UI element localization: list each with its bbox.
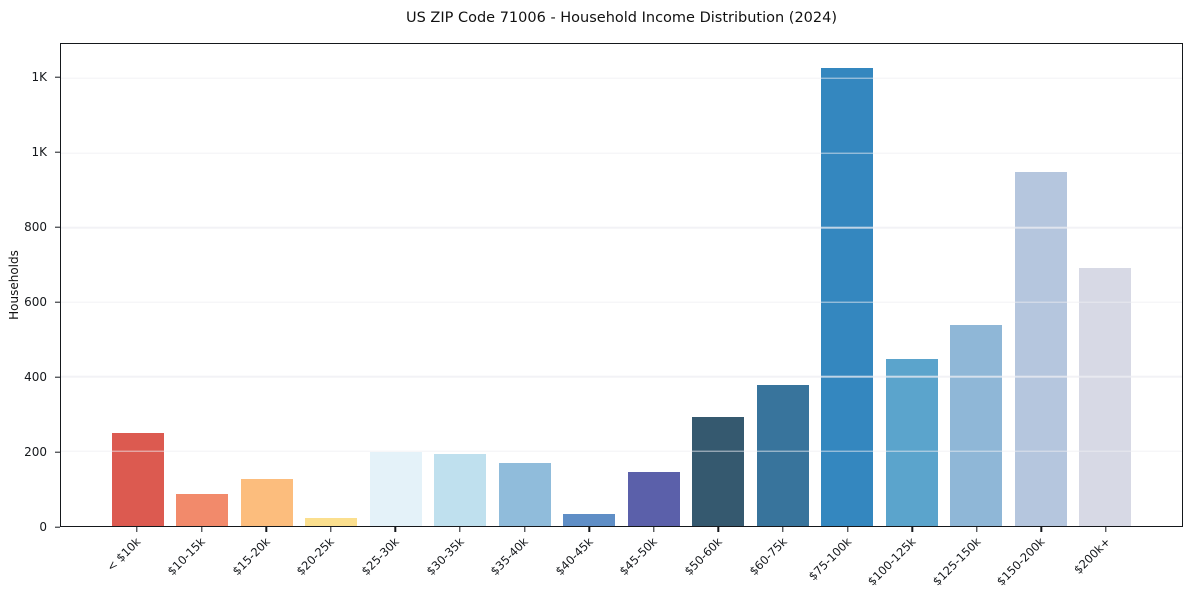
x-tick-mark (330, 527, 332, 532)
x-tick-mark (588, 527, 590, 532)
x-tick-mark (265, 527, 267, 532)
x-tick-label: $100-125k (864, 534, 919, 589)
bar (692, 416, 745, 526)
y-tick-label: 1K (31, 145, 47, 160)
bar (111, 432, 164, 526)
y-tick-label: 400 (24, 370, 47, 385)
bar (176, 494, 229, 526)
x-tick-label: $125-150k (929, 534, 984, 589)
x-tick-mark (846, 527, 849, 532)
x-tick-label: $45-50k (616, 534, 661, 579)
y-tick-label: 600 (24, 295, 47, 310)
x-tick-label: $25-30k (358, 534, 402, 579)
x-tick-label: < $10k (103, 534, 144, 575)
x-tick-mark (523, 527, 526, 532)
x-axis-ticks: < $10k $10-15k $15-20k $20-25k $25-30k $30-35… (60, 527, 1183, 590)
bar (305, 517, 358, 526)
x-tick-label: $150-200k (994, 534, 1048, 589)
y-tick-mark (55, 226, 60, 229)
x-tick-mark (911, 527, 913, 532)
x-tick-label: $75-100k (805, 534, 855, 584)
bar (240, 479, 293, 526)
chart-title: US ZIP Code 71006 - Household Income Dis… (405, 10, 838, 26)
x-tick-label: $50-60k (681, 534, 725, 579)
y-tick-label: 0 (39, 520, 47, 534)
y-tick-mark (55, 151, 60, 154)
x-tick-label: $35-40k (487, 534, 532, 579)
bar (756, 385, 809, 526)
bar (563, 513, 616, 526)
x-tick-mark (200, 527, 203, 532)
bars-layer (61, 44, 1182, 526)
y-tick-label: 1K (31, 70, 47, 85)
x-tick-mark (782, 527, 784, 532)
bar (498, 463, 551, 526)
x-tick-label: $30-35k (423, 534, 467, 579)
x-tick-mark (717, 527, 720, 532)
bar (627, 471, 680, 526)
x-tick-mark (1105, 527, 1107, 532)
x-tick-label: $20-25k (293, 534, 338, 579)
y-tick-label: 200 (24, 445, 47, 460)
x-tick-label: $200k+ (1070, 534, 1113, 577)
x-tick-label: $60-75k (746, 534, 790, 579)
x-tick-label: $40-45k (552, 534, 596, 579)
bar (1079, 267, 1132, 526)
y-tick-mark (55, 376, 60, 378)
x-tick-mark (136, 527, 138, 532)
x-tick-mark (653, 527, 655, 532)
plot-area (60, 43, 1183, 527)
bar (1014, 172, 1067, 526)
y-tick-mark (55, 451, 60, 453)
x-tick-mark (394, 527, 397, 532)
bar (821, 67, 874, 526)
x-tick-label: $10-15k (164, 534, 208, 579)
bar (369, 452, 422, 526)
x-tick-mark (976, 527, 978, 532)
y-tick-mark (55, 76, 60, 79)
x-tick-mark (1040, 527, 1043, 532)
y-axis-ticks: 0 200 400 600 800 1K 1K (0, 43, 60, 533)
bar (434, 454, 487, 526)
bar (950, 324, 1003, 526)
x-tick-label: $15-20k (229, 534, 273, 579)
x-tick-mark (459, 527, 461, 532)
y-tick-mark (55, 301, 60, 303)
y-tick-label: 800 (24, 220, 47, 235)
bar (885, 358, 938, 526)
y-tick-mark (55, 526, 60, 528)
